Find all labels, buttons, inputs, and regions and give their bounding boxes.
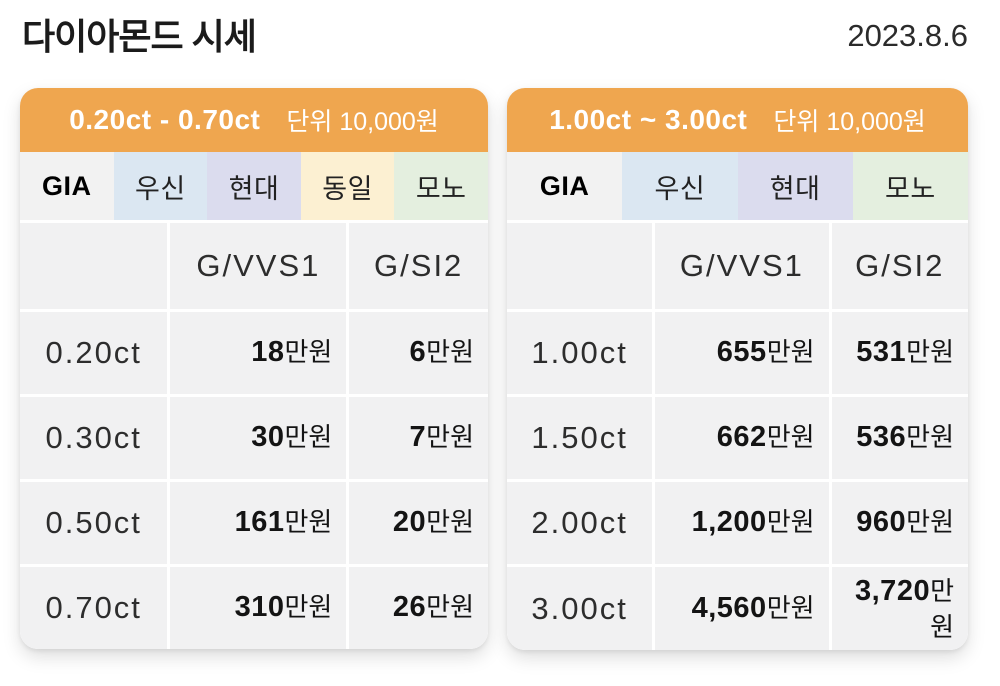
carat-label-cell: 2.00ct [507,482,653,564]
price-number: 655 [716,336,767,369]
price-number: 20 [392,506,427,539]
price-number: 310 [234,591,285,624]
price-cell-si2: 26만원 [349,567,488,649]
page-title: 다이아몬드 시세 [22,16,257,57]
carat-label-cell: 3.00ct [507,567,653,651]
column-header-vvs1: G/VVS1 [655,223,829,309]
price-unit: 만원 [930,576,954,642]
price-number: 536 [856,421,907,454]
carat-label-cell: 1.50ct [507,397,653,479]
carat-label-cell: 0.70ct [20,567,168,649]
price-cell-vvs1: 655만원 [655,312,829,394]
price-number: 7 [409,421,427,454]
price-number: 3,720 [855,575,931,607]
price-unit: 만원 [426,337,474,368]
price-number: 4,560 [691,591,767,624]
tab-dongil[interactable]: 동일 [300,152,395,220]
carat-label-cell: 0.20ct [20,312,168,394]
price-card-large-carats: 1.00ct ~ 3.00ct 단위 10,000원 GIA 우신 현대 모노 … [507,88,968,651]
price-cards-container: 0.20ct - 0.70ct 단위 10,000원 GIA 우신 현대 동일 … [0,88,1000,651]
column-header-empty [20,223,168,309]
tab-mono[interactable]: 모노 [852,152,968,220]
price-unit: 만원 [426,422,474,453]
unit-label: 단위 10,000원 [286,108,439,136]
price-cell-si2: 6만원 [349,312,488,394]
price-table: G/VVS1 G/SI2 0.20ct 18만원 6만원 0.30ct 30만원… [20,220,488,649]
price-cell-vvs1: 662만원 [655,397,829,479]
price-unit: 만원 [284,422,333,453]
price-cell-vvs1: 4,560만원 [655,567,829,651]
tab-wooshin[interactable]: 우신 [622,152,738,220]
carat-label-cell: 0.50ct [20,482,168,564]
price-unit: 만원 [906,507,954,538]
tab-gia[interactable]: GIA [507,152,623,220]
price-unit: 만원 [426,507,474,538]
price-cell-vvs1: 310만원 [170,567,347,649]
price-number: 18 [251,336,285,369]
price-cell-si2: 536만원 [831,397,968,479]
price-number: 161 [234,506,285,539]
price-cell-vvs1: 1,200만원 [655,482,829,564]
carat-label-cell: 1.00ct [507,312,653,394]
price-unit: 만원 [766,592,815,623]
price-unit: 만원 [766,337,815,368]
lab-tabs: GIA 우신 현대 모노 [507,152,968,220]
column-header-si2: G/SI2 [831,223,968,309]
unit-label: 단위 10,000원 [773,108,926,136]
column-header-empty [507,223,653,309]
tab-wooshin[interactable]: 우신 [113,152,208,220]
price-table: G/VVS1 G/SI2 1.00ct 655만원 531만원 1.50ct 6… [507,220,968,651]
carat-label-cell: 0.30ct [20,397,168,479]
price-cell-si2: 3,720만원 [831,567,968,651]
carat-range-label: 0.20ct - 0.70ct [69,104,261,135]
price-cell-si2: 531만원 [831,312,968,394]
price-unit: 만원 [766,422,815,453]
price-cell-vvs1: 161만원 [170,482,347,564]
price-cell-si2: 20만원 [349,482,488,564]
price-cell-vvs1: 18만원 [170,312,347,394]
price-number: 662 [716,421,767,454]
price-number: 531 [856,336,907,369]
topbar: 다이아몬드 시세 2023.8.6 [0,0,1000,57]
price-number: 960 [856,506,907,539]
tab-hyundai[interactable]: 현대 [737,152,853,220]
price-number: 26 [392,591,427,624]
card-header-small-carats: 0.20ct - 0.70ct 단위 10,000원 [20,88,488,152]
tab-mono[interactable]: 모노 [394,152,488,220]
price-cell-vvs1: 30만원 [170,397,347,479]
tab-gia[interactable]: GIA [20,152,114,220]
price-number: 6 [409,336,427,369]
page-date: 2023.8.6 [847,18,968,53]
price-unit: 만원 [906,337,954,368]
carat-range-label: 1.00ct ~ 3.00ct [549,104,748,135]
price-card-small-carats: 0.20ct - 0.70ct 단위 10,000원 GIA 우신 현대 동일 … [20,88,488,649]
price-unit: 만원 [284,592,333,623]
price-unit: 만원 [766,507,815,538]
price-number: 30 [251,421,285,454]
column-header-si2: G/SI2 [349,223,488,309]
price-unit: 만원 [906,422,954,453]
price-number: 1,200 [691,506,767,539]
column-header-vvs1: G/VVS1 [170,223,347,309]
price-unit: 만원 [426,592,474,623]
price-cell-si2: 960만원 [831,482,968,564]
lab-tabs: GIA 우신 현대 동일 모노 [20,152,488,220]
tab-hyundai[interactable]: 현대 [207,152,301,220]
price-unit: 만원 [284,337,333,368]
card-header-large-carats: 1.00ct ~ 3.00ct 단위 10,000원 [507,88,968,152]
price-unit: 만원 [284,507,333,538]
price-cell-si2: 7만원 [349,397,488,479]
